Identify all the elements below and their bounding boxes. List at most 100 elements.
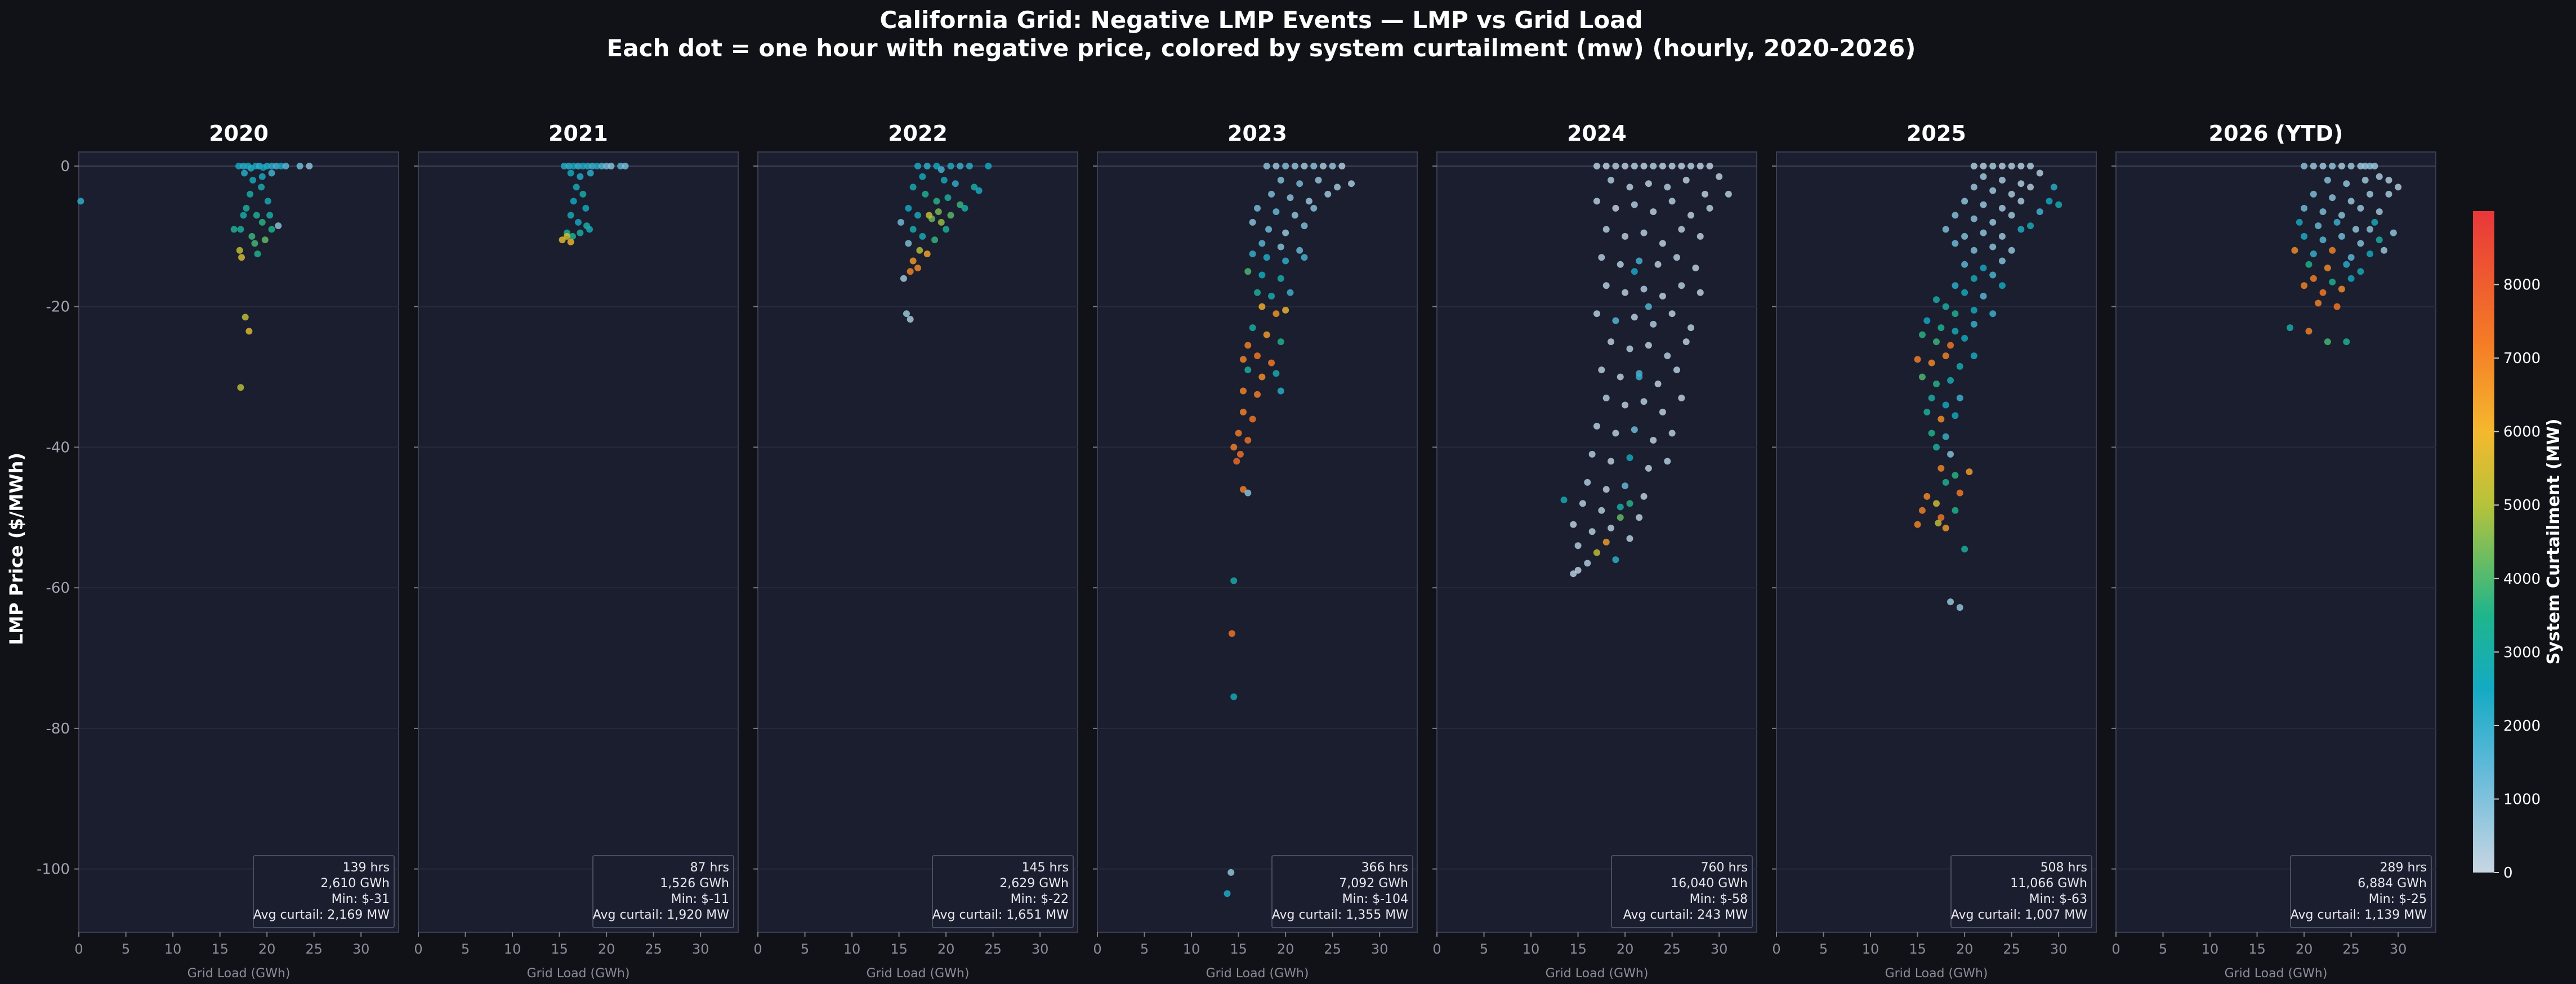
data-point <box>2385 190 2392 198</box>
data-point <box>1980 265 1987 272</box>
data-point <box>1301 162 1308 169</box>
data-point <box>1584 478 1591 486</box>
data-point <box>567 169 574 177</box>
data-point <box>268 226 275 233</box>
data-point <box>2315 222 2322 230</box>
data-point <box>1697 162 1704 169</box>
data-point <box>1273 370 1280 377</box>
data-point <box>966 162 973 169</box>
data-point <box>1980 292 1987 299</box>
x-tick-label: 25 <box>2003 941 2020 957</box>
stats-min: Min: $-58 <box>1690 892 1748 906</box>
data-point <box>1258 303 1266 310</box>
data-point <box>1650 208 1657 216</box>
data-point <box>1574 542 1582 549</box>
data-point <box>926 212 933 219</box>
x-tick-label: 20 <box>1277 941 1294 957</box>
data-point <box>261 236 269 244</box>
data-point <box>1956 604 1963 611</box>
data-point <box>1682 338 1690 346</box>
data-point <box>905 204 912 212</box>
data-point <box>1617 261 1624 268</box>
stats-box <box>2290 855 2432 928</box>
data-point <box>1716 173 1723 180</box>
data-point <box>1664 184 1671 191</box>
data-point <box>569 232 576 240</box>
colorbar: 0 1000 2000 3000 4000 5000 6000 7000 8000 System… <box>2473 211 2564 882</box>
data-point <box>2008 247 2015 254</box>
data-point <box>1602 395 1610 402</box>
x-tick-label: 20 <box>937 941 955 957</box>
data-point <box>1249 251 1256 258</box>
x-tick-label: 0 <box>74 941 83 957</box>
x-tick-label: 30 <box>1371 941 1389 957</box>
stats-box <box>932 855 1074 928</box>
data-point <box>2301 232 2308 240</box>
data-point <box>2008 190 2015 198</box>
data-point <box>258 184 265 191</box>
x-axis-label: Grid Load (GWh) <box>867 967 970 981</box>
stats-avg-curtail: Avg curtail: 1,139 MW <box>2291 908 2427 922</box>
data-point <box>587 169 594 177</box>
data-point <box>1282 257 1289 265</box>
data-point <box>1239 387 1247 395</box>
y-tick-label: -100 <box>37 861 70 878</box>
data-point <box>1687 162 1695 169</box>
data-point <box>1570 521 1577 528</box>
data-point <box>1249 324 1256 332</box>
data-point <box>617 162 624 169</box>
data-point <box>1947 377 1954 384</box>
y-tick-label: -60 <box>46 580 70 597</box>
data-point <box>577 229 584 236</box>
colorbar-tick-label: 0 <box>2503 865 2513 882</box>
data-point <box>1593 162 1600 169</box>
x-axis-label: Grid Load (GWh) <box>2225 967 2328 981</box>
data-point <box>1636 373 1643 381</box>
data-point <box>237 226 244 233</box>
data-point <box>1301 222 1308 230</box>
data-point <box>1659 292 1666 299</box>
data-point <box>1937 415 1945 423</box>
data-point <box>2027 162 2034 169</box>
data-point <box>273 162 280 169</box>
data-point <box>1631 162 1638 169</box>
data-point <box>2333 218 2341 226</box>
data-point <box>2055 201 2062 208</box>
data-point <box>2381 247 2388 254</box>
data-point <box>919 232 926 240</box>
data-point <box>1952 472 1959 479</box>
data-point <box>1645 342 1652 349</box>
data-point <box>1706 204 1713 212</box>
data-point <box>1659 409 1666 415</box>
panel-title: 2026 (YTD) <box>2209 121 2343 146</box>
data-point <box>2367 190 2374 198</box>
panel-title: 2022 <box>888 121 948 146</box>
x-tick-label: 20 <box>1956 941 1974 957</box>
data-point <box>1645 464 1652 472</box>
data-point <box>1928 430 1935 437</box>
data-point <box>2324 265 2331 272</box>
data-point <box>1937 464 1945 472</box>
stats-energy: 2,629 GWh <box>999 876 1069 891</box>
x-tick-label: 5 <box>461 941 470 957</box>
colorbar-tick-label: 7000 <box>2503 350 2541 367</box>
panel-2021: 0 5 10 15 20 25 30 Grid Load (GWh) 2021 87 hrs1,5… <box>414 121 739 981</box>
data-point <box>1923 409 1931 415</box>
data-point <box>1970 352 1977 360</box>
data-point <box>1970 306 1977 314</box>
data-point <box>1282 306 1289 314</box>
data-point <box>2376 236 2383 244</box>
stats-hours: 289 hrs <box>2380 861 2427 875</box>
data-point <box>248 232 256 240</box>
data-point <box>598 162 605 169</box>
stats-avg-curtail: Avg curtail: 2,169 MW <box>253 908 390 922</box>
data-point <box>593 162 601 169</box>
data-point <box>1923 493 1931 500</box>
data-point <box>1235 430 1242 437</box>
data-point <box>1659 240 1666 247</box>
data-point <box>2036 208 2043 216</box>
x-tick-label: 5 <box>2159 941 2167 957</box>
data-point <box>1305 198 1312 205</box>
data-point <box>1659 162 1666 169</box>
